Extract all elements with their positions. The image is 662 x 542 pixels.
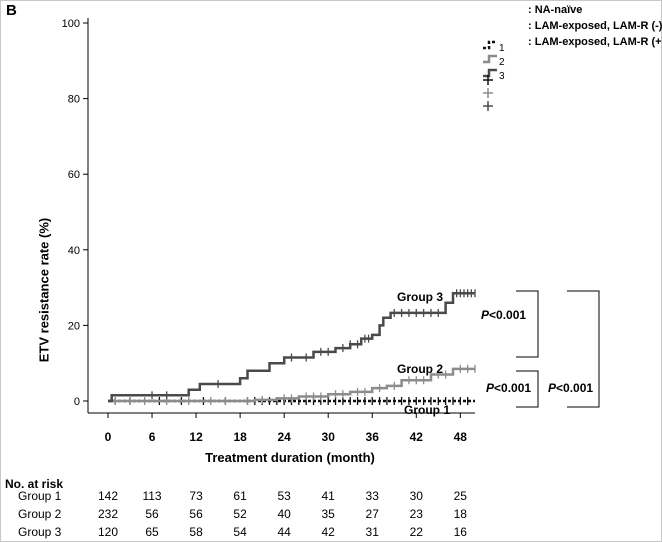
y-tick-label: 60 [68,169,80,181]
x-tick-label: 42 [410,430,424,444]
group1-label: Group 1 [404,403,451,417]
legend-label-3: : LAM-exposed, LAM-R (+) [528,36,662,48]
bracket-group3-vs-group2 [516,290,539,358]
risk-cell: 73 [189,489,203,503]
risk-cell: 33 [365,489,379,503]
legend-key-number-2: 2 [499,57,505,68]
risk-cell: 44 [277,525,291,539]
risk-cell: 56 [189,507,203,521]
y-tick-label: 80 [68,94,80,106]
group2-label: Group 2 [397,362,444,376]
risk-row-name: Group 2 [18,507,62,521]
risk-cell: 58 [189,525,203,539]
legend-label-1: : NA-naïve [528,4,583,16]
group-3-curve [108,292,475,403]
risk-cell: 61 [233,489,247,503]
risk-cell: 30 [409,489,423,503]
x-tick-label: 24 [277,430,291,444]
pvalue-group3-vs-group1: P<0.001 [548,381,594,395]
risk-cell: 56 [145,507,159,521]
risk-cell: 113 [142,489,162,503]
risk-cell: 232 [97,507,119,521]
y-tick-label: 100 [62,18,80,30]
risk-cell: 52 [233,507,247,521]
y-tick-label: 40 [68,245,80,257]
risk-cell: 54 [233,525,247,539]
group3-label: Group 3 [397,290,444,304]
risk-cell: 65 [145,525,159,539]
risk-cell: 120 [97,525,119,539]
legend-key-number-3: 3 [499,71,505,82]
x-tick-label: 30 [322,430,336,444]
legend-key-number-1: 1 [499,43,505,54]
group-2-curve [108,367,475,403]
legend-key-line-1 [483,40,497,50]
risk-cell: 22 [409,525,423,539]
legend-label-2: : LAM-exposed, LAM-R (-) [528,20,662,32]
x-tick-label: 18 [233,430,247,444]
risk-cell: 16 [453,525,467,539]
risk-row-name: Group 3 [18,525,62,539]
pvalue-group2-vs-group1: P<0.001 [486,381,532,395]
legend-key-line-2 [483,54,497,64]
y-tick-label: 20 [68,320,80,332]
y-axis-label: ETV resistance rate (%) [36,217,52,363]
risk-cell: 27 [365,507,379,521]
risk-cell: 23 [409,507,423,521]
panel-letter: B [6,2,17,19]
risk-cell: 142 [97,489,119,503]
risk-cell: 18 [453,507,467,521]
risk-cell: 25 [453,489,467,503]
x-tick-label: 12 [189,430,203,444]
risk-table-title: No. at risk [5,477,64,491]
risk-row-name: Group 1 [18,489,62,503]
pvalue-group3-vs-group2: P<0.001 [481,308,527,322]
risk-cell: 53 [277,489,291,503]
risk-cell: 31 [365,525,379,539]
x-axis-label: Treatment duration (month) [205,450,375,465]
legend-key-line-3 [483,68,497,78]
bracket-group2-vs-group1 [516,370,539,408]
bracket-group3-vs-group1 [567,290,600,408]
x-tick-label: 0 [105,430,112,444]
y-tick-label: 0 [74,396,80,408]
risk-cell: 35 [321,507,335,521]
risk-cell: 42 [321,525,335,539]
x-tick-label: 36 [366,430,380,444]
risk-cell: 40 [277,507,291,521]
x-tick-label: 6 [149,430,156,444]
x-tick-label: 48 [454,430,468,444]
risk-cell: 41 [321,489,335,503]
